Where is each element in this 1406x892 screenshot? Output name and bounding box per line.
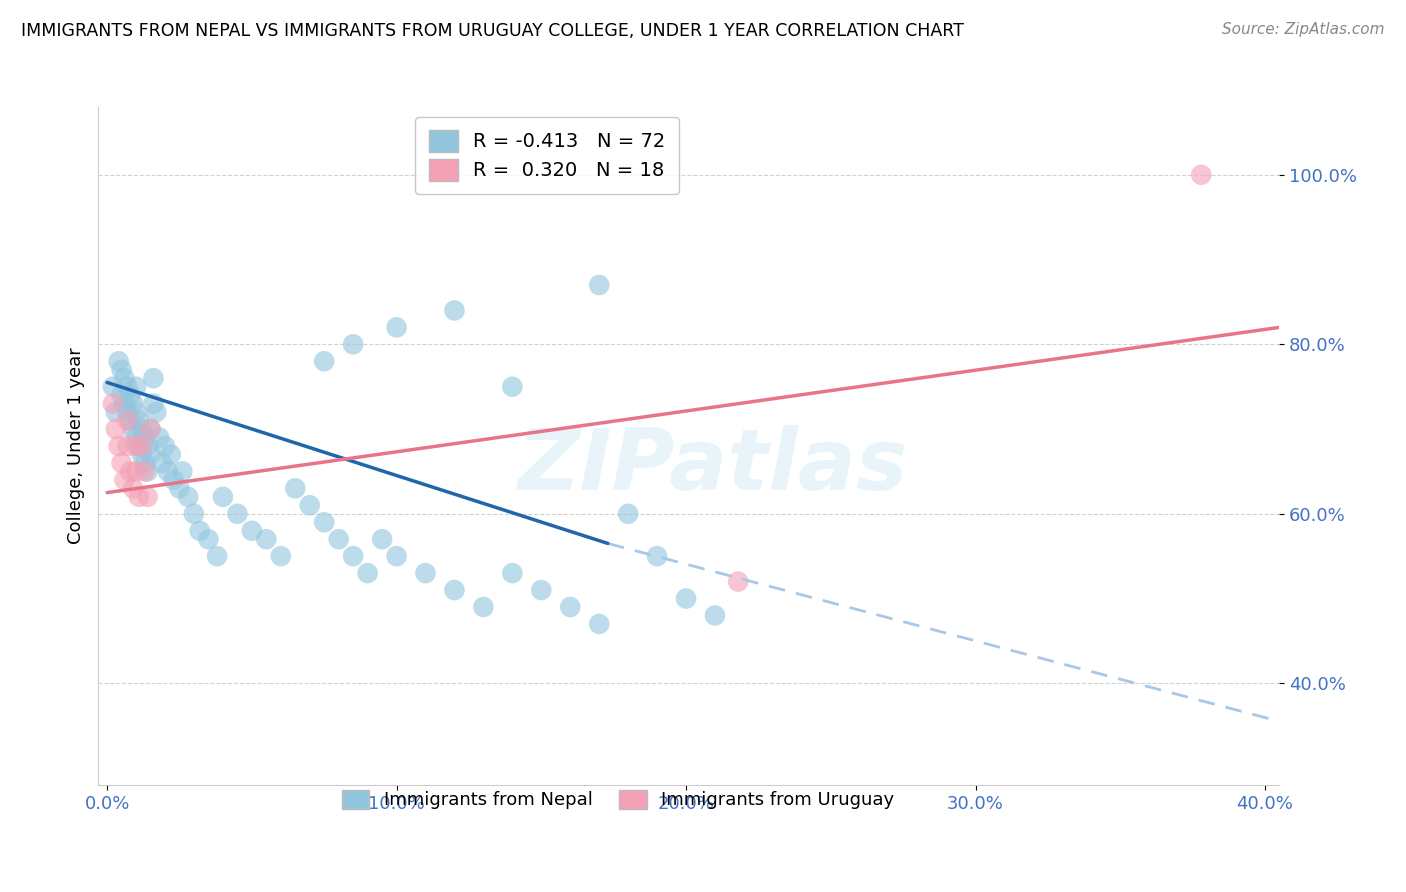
Point: [117, 380, 139, 394]
Point: [128, 439, 150, 453]
Point: [134, 464, 156, 478]
Point: [172, 464, 194, 478]
Point: [645, 549, 668, 564]
Point: [356, 566, 378, 581]
Point: [101, 396, 124, 410]
Point: [114, 396, 136, 410]
Point: [328, 532, 350, 546]
Point: [727, 574, 749, 589]
Point: [114, 371, 136, 385]
Point: [114, 473, 136, 487]
Point: [153, 439, 176, 453]
Point: [122, 396, 145, 410]
Point: [415, 566, 437, 581]
Point: [117, 405, 139, 419]
Point: [142, 396, 165, 410]
Point: [342, 337, 364, 351]
Point: [501, 380, 523, 394]
Point: [314, 354, 336, 368]
Point: [120, 414, 142, 428]
Point: [107, 439, 129, 453]
Legend: Immigrants from Nepal, Immigrants from Uruguay: Immigrants from Nepal, Immigrants from U…: [335, 783, 901, 816]
Y-axis label: College, Under 1 year: College, Under 1 year: [66, 348, 84, 544]
Point: [104, 422, 127, 436]
Point: [472, 599, 495, 614]
Point: [139, 422, 162, 436]
Point: [131, 448, 153, 462]
Point: [107, 354, 129, 368]
Point: [530, 583, 553, 598]
Point: [136, 439, 159, 453]
Point: [560, 599, 582, 614]
Point: [501, 566, 523, 581]
Point: [139, 448, 162, 462]
Point: [145, 405, 167, 419]
Point: [101, 380, 124, 394]
Point: [188, 524, 211, 538]
Point: [150, 456, 173, 470]
Point: [125, 405, 148, 419]
Point: [125, 431, 148, 445]
Point: [110, 388, 132, 402]
Point: [240, 524, 263, 538]
Point: [183, 507, 205, 521]
Point: [148, 431, 170, 445]
Point: [675, 591, 697, 606]
Point: [117, 439, 139, 453]
Point: [125, 464, 148, 478]
Point: [385, 549, 408, 564]
Point: [443, 303, 465, 318]
Point: [110, 456, 132, 470]
Point: [122, 422, 145, 436]
Point: [443, 583, 465, 598]
Point: [226, 507, 249, 521]
Point: [134, 456, 156, 470]
Point: [163, 473, 186, 487]
Point: [125, 439, 148, 453]
Point: [342, 549, 364, 564]
Point: [131, 422, 153, 436]
Point: [159, 448, 181, 462]
Point: [205, 549, 228, 564]
Point: [617, 507, 640, 521]
Point: [134, 431, 156, 445]
Point: [284, 482, 307, 496]
Text: IMMIGRANTS FROM NEPAL VS IMMIGRANTS FROM URUGUAY COLLEGE, UNDER 1 YEAR CORRELATI: IMMIGRANTS FROM NEPAL VS IMMIGRANTS FROM…: [21, 22, 965, 40]
Point: [588, 617, 610, 632]
Point: [110, 363, 132, 377]
Point: [254, 532, 277, 546]
Point: [125, 380, 148, 394]
Point: [177, 490, 200, 504]
Text: Source: ZipAtlas.com: Source: ZipAtlas.com: [1222, 22, 1385, 37]
Point: [136, 490, 159, 504]
Point: [1189, 168, 1212, 182]
Point: [197, 532, 219, 546]
Point: [298, 498, 321, 512]
Point: [117, 414, 139, 428]
Point: [385, 320, 408, 334]
Point: [136, 464, 159, 478]
Point: [120, 464, 142, 478]
Point: [314, 516, 336, 530]
Point: [139, 422, 162, 436]
Point: [120, 388, 142, 402]
Point: [169, 482, 191, 496]
Point: [704, 608, 727, 623]
Point: [371, 532, 394, 546]
Point: [128, 490, 150, 504]
Point: [104, 405, 127, 419]
Point: [142, 371, 165, 385]
Point: [270, 549, 292, 564]
Text: ZIPatlas: ZIPatlas: [517, 425, 908, 508]
Point: [131, 439, 153, 453]
Point: [128, 414, 150, 428]
Point: [212, 490, 235, 504]
Point: [156, 464, 179, 478]
Point: [588, 278, 610, 293]
Point: [122, 482, 145, 496]
